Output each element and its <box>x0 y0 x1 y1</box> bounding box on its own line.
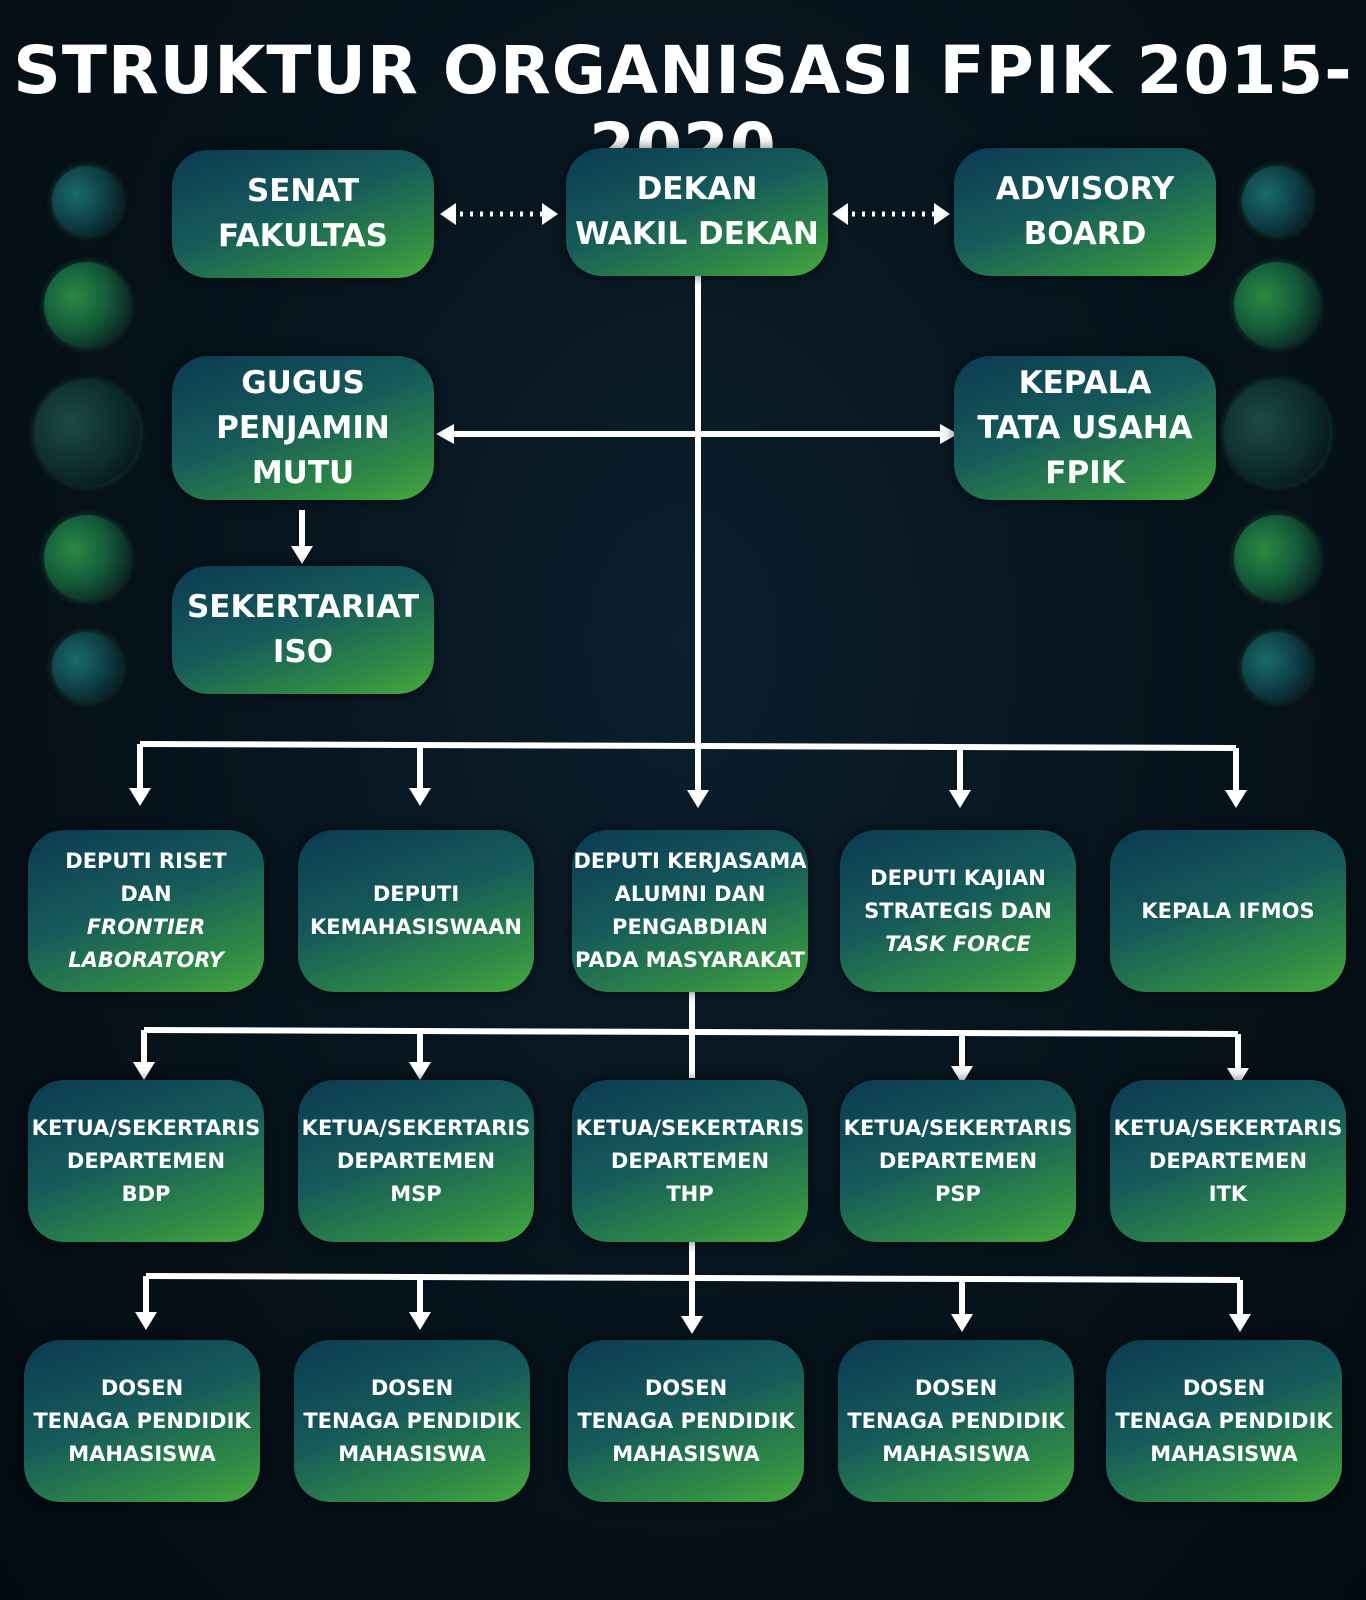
node-sekertariat-iso: SEKERTARIAT ISO <box>172 566 434 694</box>
node-senat-fakultas: SENAT FAKULTAS <box>172 150 434 278</box>
node-deputi-riset: DEPUTI RISET DAN FRONTIER LABORATORY <box>28 830 264 992</box>
bus-bottom <box>145 1273 1241 1283</box>
node-kepala-ifmos: KEPALA IFMOS <box>1110 830 1346 992</box>
node-departemen-psp: KETUA/SEKERTARIS DEPARTEMEN PSP <box>840 1080 1076 1242</box>
node-departemen-thp: KETUA/SEKERTARIS DEPARTEMEN THP <box>572 1080 808 1242</box>
orb-right-4 <box>1234 515 1320 601</box>
node-dekan: DEKAN WAKIL DEKAN <box>566 148 828 276</box>
node-kepala-tata-usaha: KEPALA TATA USAHA FPIK <box>954 356 1216 500</box>
orb-left-2 <box>44 262 130 348</box>
orb-right-5 <box>1242 632 1312 702</box>
node-dosen-5: DOSEN TENAGA PENDIDIK MAHASISWA <box>1106 1340 1342 1502</box>
orb-left-4 <box>44 515 130 601</box>
node-deputi-kajian: DEPUTI KAJIAN STRATEGIS DAN TASK FORCE <box>840 830 1076 992</box>
node-departemen-bdp: KETUA/SEKERTARIS DEPARTEMEN BDP <box>28 1080 264 1242</box>
node-dosen-1: DOSEN TENAGA PENDIDIK MAHASISWA <box>24 1340 260 1502</box>
node-gugus-penjamin-mutu: GUGUS PENJAMIN MUTU <box>172 356 434 500</box>
orb-left-3 <box>34 380 140 486</box>
orb-left-1 <box>52 166 122 236</box>
node-dosen-3: DOSEN TENAGA PENDIDIK MAHASISWA <box>568 1340 804 1502</box>
node-dosen-4: DOSEN TENAGA PENDIDIK MAHASISWA <box>838 1340 1074 1502</box>
orb-left-5 <box>52 632 122 702</box>
node-departemen-msp: KETUA/SEKERTARIS DEPARTEMEN MSP <box>298 1080 534 1242</box>
page-title: STRUKTUR ORGANISASI FPIK 2015-2020 <box>13 32 1353 186</box>
node-dosen-2: DOSEN TENAGA PENDIDIK MAHASISWA <box>294 1340 530 1502</box>
orb-right-3 <box>1224 380 1330 486</box>
node-departemen-itk: KETUA/SEKERTARIS DEPARTEMEN ITK <box>1110 1080 1346 1242</box>
orb-right-1 <box>1242 166 1312 236</box>
bus-deputies <box>139 741 1237 751</box>
node-deputi-kerjasama: DEPUTI KERJASAMA ALUMNI DAN PENGABDIAN P… <box>572 830 808 992</box>
arrowheads <box>129 203 1251 1334</box>
node-advisory-board: ADVISORY BOARD <box>954 148 1216 276</box>
bus-departments <box>143 1027 1239 1037</box>
node-deputi-kemahasiswaan: DEPUTI KEMAHASISWAAN <box>298 830 534 992</box>
orb-right-2 <box>1234 262 1320 348</box>
